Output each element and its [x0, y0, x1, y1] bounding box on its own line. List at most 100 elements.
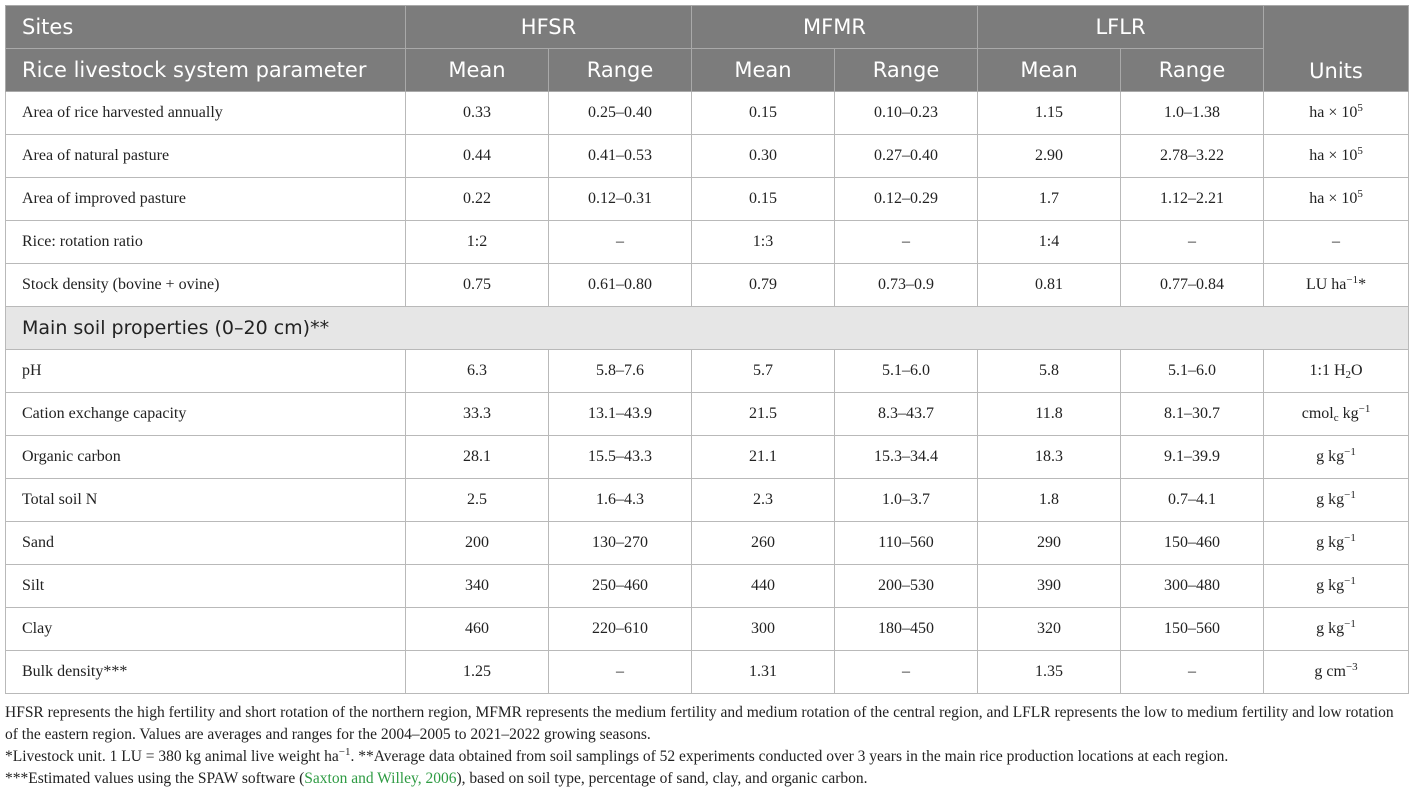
- unit-unit-base: cmol: [1301, 405, 1334, 422]
- range-header: Range: [1120, 48, 1265, 92]
- row-label: Organic carbon: [5, 435, 406, 479]
- row-label: Cation exchange capacity: [5, 392, 406, 436]
- table-header: Sites HFSR MFMR LFLR Units Rice livestoc…: [5, 5, 1410, 92]
- cell-mfmr-range: 0.10–0.23: [833, 91, 979, 135]
- mean-header: Mean: [405, 48, 549, 92]
- unit-unit-sup: 5: [1357, 188, 1363, 200]
- cell-hfsr-range: 15.5–43.3: [548, 435, 692, 479]
- cell-mfmr-range: 5.1–6.0: [833, 349, 979, 393]
- cell-mfmr-range: 0.27–0.40: [833, 134, 979, 178]
- mean-header: Mean: [691, 48, 835, 92]
- table-row: Area of improved pasture 0.22 0.12–0.31 0.1…: [5, 177, 1410, 221]
- row-label: Stock density (bovine + ovine): [5, 263, 406, 307]
- table-row: Clay 460 220–610 300 180–450 320 150–560 g kg−1: [5, 607, 1410, 651]
- range-header: Range: [833, 48, 979, 92]
- group-header-mfmr: MFMR: [690, 5, 979, 49]
- cell-hfsr-range: 250–460: [548, 564, 692, 608]
- cell-lflr-mean: 1.7: [977, 177, 1122, 221]
- cell-lflr-range: 150–560: [1120, 607, 1265, 651]
- unit-unit-after: O: [1351, 362, 1363, 379]
- cell-units: g kg−1: [1263, 564, 1410, 608]
- row-label: Clay: [5, 607, 406, 651]
- cell-units: 1:1 H2O: [1263, 349, 1410, 393]
- unit-unit-base: g kg: [1316, 448, 1345, 465]
- table-footnotes: HFSR represents the high fertility and s…: [5, 702, 1408, 790]
- cell-units: cmolc kg−1: [1263, 392, 1410, 436]
- footnote-text: *Livestock unit. 1 LU = 380 kg animal li…: [5, 748, 339, 765]
- cell-mfmr-mean: 1:3: [691, 220, 835, 264]
- cell-mfmr-mean: 0.15: [691, 91, 835, 135]
- cell-hfsr-range: 0.41–0.53: [548, 134, 692, 178]
- section-title: Main soil properties (0–20 cm)**: [4, 306, 1410, 350]
- cell-hfsr-range: 130–270: [548, 521, 692, 565]
- table-row: Cation exchange capacity 33.3 13.1–43.9 21.…: [5, 392, 1410, 436]
- footnote-text: ***Estimated values using the SPAW softw…: [5, 770, 305, 787]
- cell-hfsr-range: 1.6–4.3: [548, 478, 692, 522]
- cell-hfsr-range: 0.12–0.31: [548, 177, 692, 221]
- row-label: pH: [5, 349, 406, 393]
- unit-unit-base: g kg: [1316, 620, 1345, 637]
- table-row: Rice: rotation ratio 1:2–1:3–1:4– –: [5, 220, 1410, 264]
- cell-hfsr-range: –: [548, 650, 692, 694]
- footnote-superscript: −1: [338, 746, 351, 758]
- cell-hfsr-mean: 340: [405, 564, 549, 608]
- unit-unit-sup: −3: [1345, 661, 1358, 673]
- cell-mfmr-mean: 0.79: [691, 263, 835, 307]
- footnote-text: ), based on soil type, percentage of san…: [456, 770, 868, 787]
- unit-unit-sup: −1: [1344, 532, 1356, 544]
- table-container: Sites HFSR MFMR LFLR Units Rice livestoc…: [4, 5, 1410, 694]
- footnote-main: HFSR represents the high fertility and s…: [5, 704, 1394, 743]
- cell-mfmr-mean: 260: [691, 521, 835, 565]
- unit-unit-sup: −1: [1344, 618, 1356, 630]
- unit-unit-base: ha × 10: [1309, 190, 1358, 207]
- cell-lflr-mean: 18.3: [977, 435, 1122, 479]
- row-label: Total soil N: [5, 478, 406, 522]
- cell-lflr-range: 2.78–3.22: [1120, 134, 1265, 178]
- cell-units: g kg−1: [1263, 435, 1410, 479]
- cell-mfmr-range: 180–450: [833, 607, 979, 651]
- cell-lflr-range: –: [1120, 650, 1265, 694]
- cell-units: g kg−1: [1263, 521, 1410, 565]
- cell-units: ha × 105: [1263, 91, 1410, 135]
- cell-hfsr-mean: 28.1: [405, 435, 549, 479]
- cell-lflr-range: 0.7–4.1: [1120, 478, 1265, 522]
- unit-unit-base: g kg: [1316, 577, 1345, 594]
- cell-mfmr-range: 1.0–3.7: [833, 478, 979, 522]
- cell-hfsr-mean: 6.3: [405, 349, 549, 393]
- cell-hfsr-mean: 2.5: [405, 478, 549, 522]
- parameter-header: Rice livestock system parameter: [5, 48, 406, 92]
- table-row: Area of natural pasture 0.44 0.41–0.53 0.30…: [5, 134, 1410, 178]
- data-table: Sites HFSR MFMR LFLR Units Rice livestoc…: [4, 5, 1410, 694]
- cell-lflr-mean: 11.8: [977, 392, 1122, 436]
- cell-hfsr-range: 5.8–7.6: [548, 349, 692, 393]
- cell-lflr-mean: 320: [977, 607, 1122, 651]
- cell-hfsr-mean: 0.22: [405, 177, 549, 221]
- unit-unit-sup: −1: [1344, 575, 1356, 587]
- cell-mfmr-range: 15.3–34.4: [833, 435, 979, 479]
- cell-lflr-mean: 5.8: [977, 349, 1122, 393]
- table-row: Sand 200 130–270 260 110–560 290 150–460 g kg−1: [5, 521, 1410, 565]
- cell-hfsr-mean: 460: [405, 607, 549, 651]
- table-row: Bulk density*** 1.25–1.31–1.35– g cm−3: [5, 650, 1410, 694]
- cell-mfmr-range: 200–530: [833, 564, 979, 608]
- cell-lflr-mean: 0.81: [977, 263, 1122, 307]
- table-body: Area of rice harvested annually 0.33 0.25–…: [4, 91, 1410, 694]
- cell-lflr-range: 0.77–0.84: [1120, 263, 1265, 307]
- group-header-hfsr: HFSR: [405, 5, 692, 49]
- row-label: Bulk density***: [5, 650, 406, 694]
- citation-link[interactable]: Saxton and Willey, 2006: [304, 770, 457, 787]
- cell-mfmr-range: –: [833, 220, 979, 264]
- cell-mfmr-mean: 21.1: [691, 435, 835, 479]
- cell-lflr-mean: 1.35: [977, 650, 1122, 694]
- table-row: Silt 340 250–460 440 200–530 390 300–480 g kg−1: [5, 564, 1410, 608]
- cell-hfsr-mean: 200: [405, 521, 549, 565]
- unit-unit-sup2: −1: [1358, 403, 1371, 415]
- row-label: Rice: rotation ratio: [5, 220, 406, 264]
- unit-unit-base: 1:1 H: [1309, 362, 1346, 379]
- cell-lflr-mean: 2.90: [977, 134, 1122, 178]
- unit-unit-sub: c: [1333, 412, 1339, 424]
- cell-mfmr-range: 110–560: [833, 521, 979, 565]
- cell-units: ha × 105: [1263, 134, 1410, 178]
- cell-mfmr-range: 0.73–0.9: [833, 263, 979, 307]
- unit-unit-base: g kg: [1316, 491, 1345, 508]
